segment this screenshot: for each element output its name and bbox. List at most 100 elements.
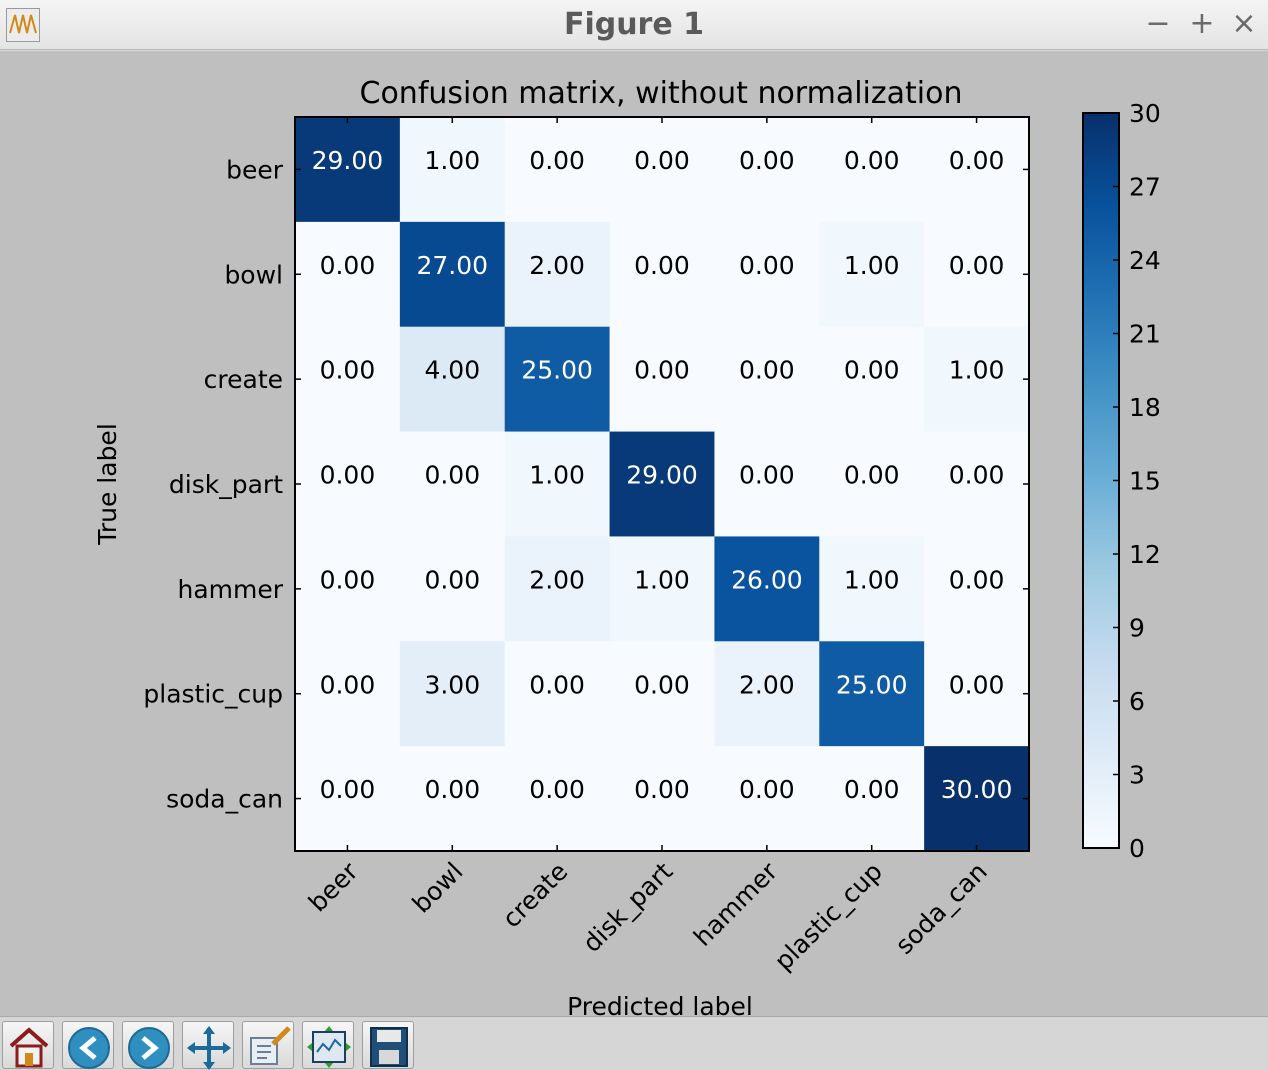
heatmap-cell (819, 431, 925, 537)
heatmap-cell (609, 326, 715, 433)
cell-value-label: 0.00 (529, 775, 585, 804)
cell-value-label: 25.00 (521, 356, 593, 385)
cell-value-label: 29.00 (312, 146, 384, 175)
y-axis-label: True label (93, 423, 122, 546)
cell-value-label: 0.00 (949, 251, 1005, 280)
heatmap-cell (924, 431, 1030, 537)
forward-button[interactable] (122, 1021, 174, 1069)
cell-value-label: 0.00 (739, 461, 795, 490)
home-button[interactable] (2, 1021, 54, 1069)
heatmap-cell (819, 536, 925, 642)
heatmap-cell (924, 536, 1030, 642)
colorbar-tick-label: 0 (1129, 834, 1145, 863)
cell-value-label: 2.00 (529, 565, 585, 594)
figure-canvas[interactable]: Confusion matrix, without normalization … (0, 51, 1268, 1016)
heatmap-cell (295, 746, 401, 852)
heatmap-cell (504, 326, 611, 433)
heatmap-cell (924, 746, 1030, 852)
x-axis-label: Predicted label (567, 992, 753, 1016)
cell-value-label: 0.00 (424, 461, 480, 490)
navigation-toolbar (0, 1016, 1268, 1070)
heatmap-cell (504, 746, 611, 852)
window-title: Figure 1 (563, 7, 705, 42)
cell-value-label: 0.00 (949, 670, 1005, 699)
cell-value-label: 2.00 (529, 251, 585, 280)
heatmap-cell (504, 117, 611, 223)
close-button[interactable]: × (1231, 6, 1257, 41)
back-arrow-icon (68, 1027, 110, 1069)
heatmap-cell (609, 431, 715, 537)
cell-value-label: 0.00 (634, 146, 690, 175)
cell-value-label: 0.00 (739, 356, 795, 385)
heatmap-cell (714, 641, 820, 747)
heatmap-cell (714, 117, 820, 223)
heatmap-cell (819, 221, 925, 328)
heatmap-cell (924, 326, 1030, 433)
heatmap-cell (609, 746, 715, 852)
cell-value-label: 0.00 (529, 146, 585, 175)
colorbar-ticks: 0 3 6 9 12 15 18 21 24 27 30 (1113, 99, 1161, 863)
heatmap-cell (295, 221, 401, 328)
cell-value-label: 1.00 (529, 461, 585, 490)
x-tick-label: plastic_cup (769, 857, 888, 976)
heatmap-cell (399, 326, 506, 433)
cell-value-label: 0.00 (320, 251, 376, 280)
x-tick-label: hammer (688, 856, 784, 952)
cell-value-label: 0.00 (424, 565, 480, 594)
configure-subplots-button[interactable] (302, 1021, 354, 1069)
cell-value-label: 0.00 (949, 146, 1005, 175)
maximize-button[interactable]: + (1189, 6, 1215, 41)
colorbar-tick-label: 12 (1129, 540, 1161, 569)
cell-value-label: 26.00 (731, 565, 803, 594)
heatmap-cell (399, 117, 506, 223)
subplots-icon (307, 1026, 351, 1068)
heatmap-cell (819, 326, 925, 433)
window-titlebar: Figure 1 − + × (0, 0, 1268, 50)
heatmap-cell (609, 536, 715, 642)
minimize-button[interactable]: − (1145, 6, 1171, 41)
heatmap-cell (399, 221, 506, 328)
y-tick-label: beer (226, 155, 284, 184)
cell-value-label: 0.00 (529, 670, 585, 699)
zoom-button[interactable] (242, 1021, 294, 1069)
cell-value-label: 0.00 (844, 356, 900, 385)
back-button[interactable] (62, 1021, 114, 1069)
heatmap-cell (609, 221, 715, 328)
save-button[interactable] (362, 1021, 414, 1069)
heatmap-cell (399, 641, 506, 747)
cell-value-label: 0.00 (634, 356, 690, 385)
home-icon (9, 1027, 49, 1068)
heatmap-cell (295, 536, 401, 642)
cell-value-label: 4.00 (424, 356, 480, 385)
heatmap-cell (399, 746, 506, 852)
colorbar-tick-label: 15 (1129, 467, 1161, 496)
heatmap-cell (819, 746, 925, 852)
cell-value-label: 30.00 (941, 775, 1013, 804)
cell-value-label: 0.00 (739, 775, 795, 804)
cell-value-label: 0.00 (634, 670, 690, 699)
y-tick-label: hammer (177, 575, 283, 604)
heatmap-cell (819, 641, 925, 747)
heatmap-cell (924, 117, 1030, 223)
pan-button[interactable] (182, 1021, 234, 1070)
x-tick-label: create (497, 857, 574, 934)
cell-value-label: 29.00 (626, 461, 698, 490)
heatmap-cell-labels: 29.00 1.00 0.00 0.00 0.00 0.00 0.00 0.00 27.00 2.… (312, 146, 1013, 804)
move-arrows-icon (187, 1026, 231, 1070)
cell-value-label: 0.00 (320, 356, 376, 385)
cell-value-label: 0.00 (739, 251, 795, 280)
x-tick-label: bowl (407, 857, 469, 919)
heatmap-cell (504, 641, 611, 747)
chart-title: Confusion matrix, without normalization (360, 76, 963, 111)
heatmap-cell (295, 431, 401, 537)
cell-value-label: 0.00 (424, 775, 480, 804)
colorbar-tick-label: 27 (1129, 173, 1161, 202)
y-tick-label: create (204, 365, 283, 394)
heatmap-cell (504, 431, 611, 537)
cell-value-label: 0.00 (320, 670, 376, 699)
heatmap-cell (295, 641, 401, 747)
heatmap-cell (295, 117, 401, 223)
x-tick-label: beer (303, 856, 364, 917)
cell-value-label: 0.00 (844, 146, 900, 175)
